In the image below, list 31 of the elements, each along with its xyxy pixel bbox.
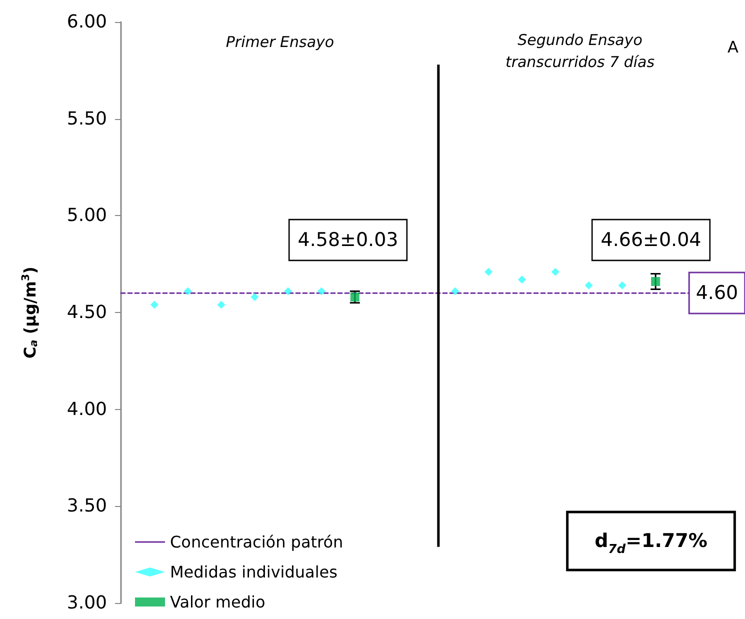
legend-label: Medidas individuales	[170, 562, 338, 582]
y-tick-label: 3.00	[66, 592, 107, 614]
annotation: 4.60	[696, 282, 738, 304]
point	[284, 287, 292, 296]
point	[584, 281, 593, 290]
point	[184, 287, 192, 296]
annotation: 4.66±0.04	[600, 229, 702, 251]
y-tick-label: 4.50	[66, 302, 107, 323]
point	[250, 293, 259, 302]
y-tick-label: 4.00	[66, 398, 107, 420]
point	[217, 300, 226, 309]
point	[350, 292, 360, 302]
y-axis-title: Ca (µg/m3)	[20, 266, 40, 358]
annotation: Primer Ensayo	[226, 33, 334, 51]
legend-label: Concentración patrón	[170, 532, 344, 552]
point	[317, 287, 326, 296]
annotation: 4.58±0.03	[298, 229, 398, 251]
point	[451, 287, 460, 296]
point	[518, 276, 526, 284]
point	[484, 268, 493, 276]
y-tick-label: 5.50	[66, 108, 107, 130]
text: A	[728, 38, 739, 56]
y-tick-label: 3.50	[66, 496, 107, 517]
legend-label: Valor medio	[170, 592, 266, 612]
point	[651, 277, 660, 286]
point	[150, 300, 158, 309]
annotation: Segundo Ensayo transcurridos 7 días	[505, 31, 655, 71]
y-tick-label: 5.00	[66, 205, 107, 226]
point	[618, 281, 626, 290]
y-tick-label: 6.00	[66, 12, 107, 32]
point	[551, 268, 560, 276]
